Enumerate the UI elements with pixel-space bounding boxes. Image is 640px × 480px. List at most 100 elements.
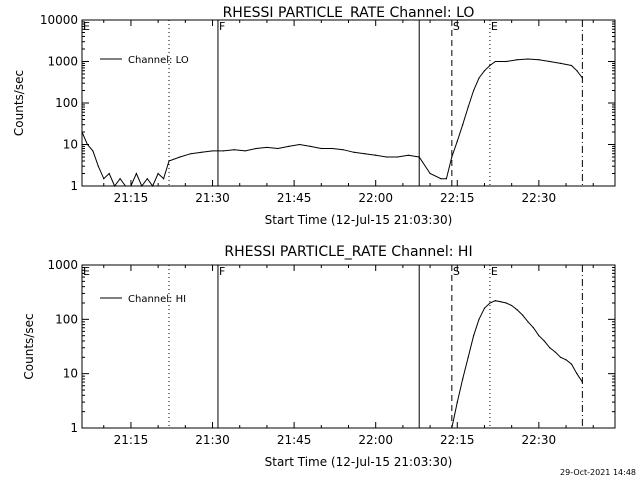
x-tick-label: 21:30 bbox=[195, 191, 230, 205]
data-point bbox=[146, 178, 148, 180]
data-point bbox=[554, 351, 556, 353]
x-tick-label: 22:00 bbox=[358, 191, 393, 205]
x-tick-label: 22:00 bbox=[358, 433, 393, 447]
data-point bbox=[538, 335, 540, 337]
data-point bbox=[451, 156, 453, 158]
x-tick-label: 22:15 bbox=[440, 191, 475, 205]
chart-title: RHESSI PARTICLE_RATE Channel: LO bbox=[223, 5, 475, 21]
lo-channel-panel: RHESSI PARTICLE_RATE Channel: LO Start Ti… bbox=[12, 5, 616, 227]
data-point bbox=[255, 147, 257, 150]
data-point bbox=[462, 378, 464, 380]
data-point bbox=[119, 178, 121, 180]
plot-frame bbox=[81, 19, 616, 187]
data-point bbox=[124, 185, 127, 187]
data-point bbox=[331, 147, 333, 150]
data-point bbox=[570, 64, 573, 67]
data-point bbox=[152, 185, 154, 187]
data-point bbox=[456, 140, 458, 142]
data-point bbox=[141, 185, 143, 187]
x-tick-label: 22:15 bbox=[440, 433, 475, 447]
data-point bbox=[527, 321, 529, 323]
data-point bbox=[135, 172, 137, 175]
data-point bbox=[467, 106, 469, 108]
data-point bbox=[445, 178, 447, 180]
data-point bbox=[570, 363, 573, 365]
data-point bbox=[500, 301, 502, 303]
data-point bbox=[440, 178, 442, 180]
data-point bbox=[244, 150, 246, 152]
x-tick-label: 21:15 bbox=[114, 433, 149, 447]
data-point bbox=[472, 89, 475, 92]
data-point bbox=[451, 427, 453, 429]
data-point bbox=[375, 154, 377, 156]
data-point bbox=[532, 327, 535, 329]
data-point bbox=[560, 62, 562, 64]
data-point bbox=[478, 318, 480, 320]
data-point bbox=[108, 172, 110, 175]
data-point bbox=[494, 60, 496, 63]
data-point bbox=[157, 172, 159, 175]
data-point bbox=[483, 307, 486, 309]
data-point bbox=[97, 165, 99, 167]
data-point bbox=[576, 373, 578, 375]
y-tick-label: 100 bbox=[55, 312, 78, 326]
x-tick-label: 22:30 bbox=[522, 433, 557, 447]
data-point bbox=[538, 59, 540, 61]
data-point bbox=[277, 147, 279, 150]
data-point bbox=[407, 154, 409, 156]
data-point bbox=[521, 314, 524, 316]
legend-label: Channel: HI bbox=[128, 294, 186, 305]
data-point bbox=[320, 147, 322, 150]
chart-title: RHESSI PARTICLE_RATE Channel: HI bbox=[224, 244, 472, 260]
y-tick-label: 1 bbox=[70, 421, 78, 435]
data-point bbox=[429, 172, 431, 175]
data-point bbox=[549, 347, 551, 349]
data-point bbox=[462, 124, 464, 126]
data-point bbox=[201, 151, 203, 153]
data-point bbox=[581, 381, 583, 383]
data-point bbox=[298, 143, 301, 146]
data-point bbox=[511, 304, 513, 307]
data-point bbox=[396, 156, 399, 158]
data-point bbox=[162, 178, 165, 180]
hi-channel-panel: RHESSI PARTICLE_RATE Channel: HI Start Ti… bbox=[22, 244, 616, 469]
data-point bbox=[211, 150, 214, 152]
data-point bbox=[92, 150, 94, 152]
data-series-line bbox=[81, 58, 583, 187]
data-point bbox=[472, 335, 475, 337]
data-point bbox=[500, 60, 502, 63]
data-point bbox=[456, 401, 458, 403]
data-point bbox=[467, 356, 469, 358]
data-point bbox=[342, 149, 344, 151]
data-point bbox=[527, 58, 529, 60]
data-point bbox=[130, 185, 132, 187]
data-point bbox=[190, 153, 192, 155]
x-tick-label: 21:45 bbox=[277, 433, 312, 447]
marker-label: E bbox=[83, 265, 90, 278]
data-series-line bbox=[451, 300, 583, 429]
data-point bbox=[385, 156, 388, 158]
data-point bbox=[565, 359, 567, 361]
data-point bbox=[179, 156, 181, 158]
data-point bbox=[309, 145, 312, 147]
data-point bbox=[489, 302, 491, 304]
y-tick-label: 1 bbox=[70, 179, 78, 193]
y-axis-label: Counts/sec bbox=[22, 313, 36, 379]
legend-label: Channel: LO bbox=[128, 55, 189, 66]
data-point bbox=[516, 59, 518, 61]
marker-label: F bbox=[219, 265, 225, 278]
data-point bbox=[353, 151, 355, 153]
y-tick-label: 1000 bbox=[47, 258, 78, 272]
y-tick-label: 10 bbox=[63, 138, 78, 152]
y-tick-label: 10000 bbox=[40, 13, 78, 27]
footer-date: 29-Oct-2021 14:48 bbox=[560, 468, 636, 477]
data-point bbox=[478, 77, 480, 79]
marker-label: S bbox=[453, 265, 460, 278]
data-point bbox=[505, 60, 507, 63]
marker-label: E bbox=[83, 20, 90, 33]
data-point bbox=[494, 300, 496, 302]
data-point bbox=[576, 70, 578, 72]
y-tick-label: 100 bbox=[55, 96, 78, 110]
x-tick-label: 21:30 bbox=[195, 433, 230, 447]
